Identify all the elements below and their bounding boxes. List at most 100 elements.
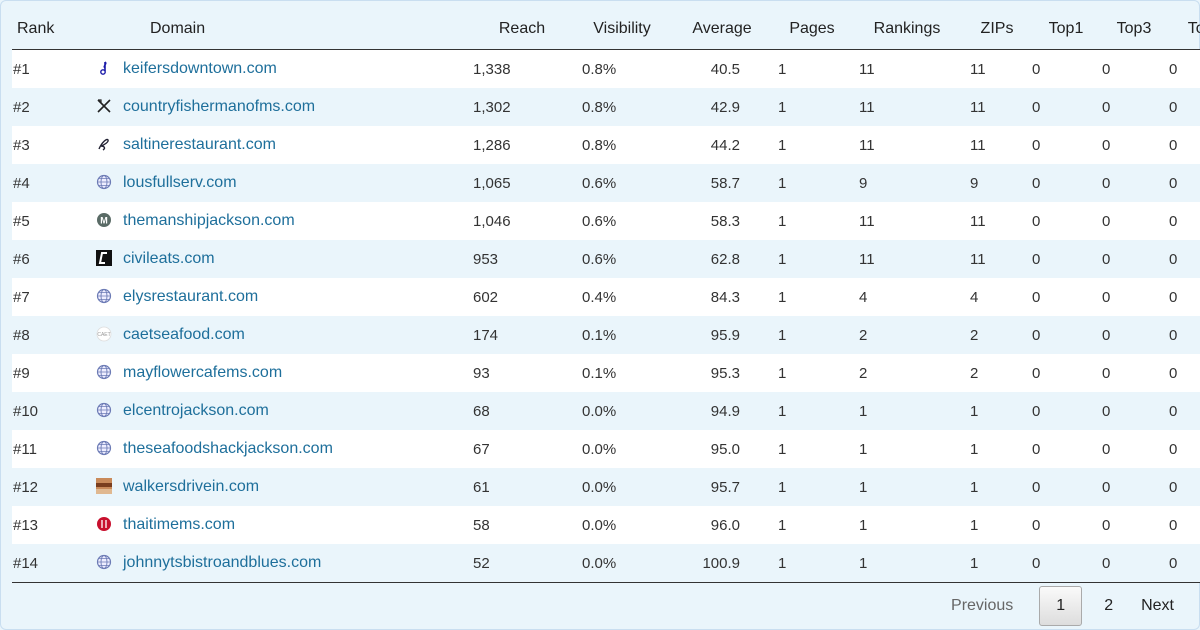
cell-top1: 0 [1032, 164, 1100, 202]
column-header-rank[interactable]: Rank [12, 9, 94, 50]
cell-average: 84.3 [672, 278, 772, 316]
cell-zips: 11 [962, 240, 1032, 278]
table-row: #1 keifersdowntown.com 1,338 0.8% 40.5 1 11 11 0… [12, 49, 1200, 88]
cell-rank: #6 [12, 240, 94, 278]
cell-domain: countryfishermanofms.com [94, 88, 472, 126]
cell-top10: 0 [1168, 430, 1200, 468]
cell-top10: 0 [1168, 240, 1200, 278]
cell-pages: 1 [772, 278, 852, 316]
cell-average: 100.9 [672, 544, 772, 583]
domain-link[interactable]: saltinerestaurant.com [123, 136, 276, 154]
cell-visibility: 0.0% [572, 506, 672, 544]
cell-zips: 9 [962, 164, 1032, 202]
cell-zips: 2 [962, 316, 1032, 354]
caet-logo-icon: CAET [96, 326, 112, 342]
cell-rankings: 1 [852, 430, 962, 468]
column-header-top10[interactable]: Top10 [1168, 9, 1200, 50]
cell-top10: 0 [1168, 49, 1200, 88]
domain-link[interactable]: lousfullserv.com [123, 174, 237, 192]
cell-top1: 0 [1032, 49, 1100, 88]
cell-top1: 0 [1032, 468, 1100, 506]
cell-pages: 1 [772, 126, 852, 164]
cell-reach: 174 [472, 316, 572, 354]
cell-rankings: 1 [852, 544, 962, 583]
column-header-top3[interactable]: Top3 [1100, 9, 1168, 50]
column-header-top1[interactable]: Top1 [1032, 9, 1100, 50]
column-header-zips[interactable]: ZIPs [962, 9, 1032, 50]
cell-reach: 1,302 [472, 88, 572, 126]
previous-page-button[interactable]: Previous [951, 597, 1014, 614]
cell-average: 58.7 [672, 164, 772, 202]
globe-icon [96, 288, 112, 304]
cell-pages: 1 [772, 506, 852, 544]
domain-link[interactable]: mayflowercafems.com [123, 364, 283, 382]
cell-average: 94.9 [672, 392, 772, 430]
next-page-button[interactable]: Next [1141, 597, 1174, 614]
domain-link[interactable]: caetseafood.com [123, 326, 245, 344]
cell-reach: 953 [472, 240, 572, 278]
cell-zips: 2 [962, 354, 1032, 392]
pagination: Previous 1 2 Next [937, 586, 1188, 626]
cell-rankings: 11 [852, 202, 962, 240]
cell-top1: 0 [1032, 506, 1100, 544]
cell-top1: 0 [1032, 430, 1100, 468]
domain-link[interactable]: countryfishermanofms.com [123, 98, 316, 116]
cell-rankings: 1 [852, 392, 962, 430]
domain-link[interactable]: walkersdrivein.com [123, 478, 260, 496]
table-row: #4 lousfullserv.com 1,065 0.6% 58.7 1 9 9 0 0 0 [12, 164, 1200, 202]
cell-rank: #2 [12, 88, 94, 126]
cell-top10: 0 [1168, 468, 1200, 506]
cell-average: 95.0 [672, 430, 772, 468]
column-header-average[interactable]: Average [672, 9, 772, 50]
cell-visibility: 0.8% [572, 126, 672, 164]
cell-rank: #9 [12, 354, 94, 392]
cell-top3: 0 [1100, 49, 1168, 88]
column-header-visibility[interactable]: Visibility [572, 9, 672, 50]
cell-pages: 1 [772, 354, 852, 392]
domain-link[interactable]: elysrestaurant.com [123, 288, 259, 306]
photo-thumbnail-icon [96, 478, 112, 495]
svg-text:M: M [100, 216, 108, 226]
cell-rankings: 11 [852, 240, 962, 278]
cell-domain: saltinerestaurant.com [94, 126, 472, 164]
cell-zips: 1 [962, 468, 1032, 506]
cell-average: 95.7 [672, 468, 772, 506]
cell-domain: elysrestaurant.com [94, 278, 472, 316]
cell-average: 62.8 [672, 240, 772, 278]
domain-link[interactable]: civileats.com [123, 250, 215, 268]
cell-top10: 0 [1168, 202, 1200, 240]
page-button-2[interactable]: 2 [1104, 597, 1114, 614]
domain-ranking-table: Rank Domain Reach Visibility Average Pag… [12, 9, 1200, 583]
page-button-1[interactable]: 1 [1039, 586, 1083, 626]
cell-rank: #10 [12, 392, 94, 430]
column-header-domain[interactable]: Domain [94, 9, 472, 50]
domain-link[interactable]: thaitimems.com [123, 516, 236, 534]
cell-top1: 0 [1032, 240, 1100, 278]
column-header-pages[interactable]: Pages [772, 9, 852, 50]
cell-average: 96.0 [672, 506, 772, 544]
cell-domain: walkersdrivein.com [94, 468, 472, 506]
cell-rank: #1 [12, 49, 94, 88]
cell-zips: 11 [962, 202, 1032, 240]
column-header-rankings[interactable]: Rankings [852, 9, 962, 50]
cell-top10: 0 [1168, 506, 1200, 544]
domain-link[interactable]: keifersdowntown.com [123, 60, 277, 78]
cell-reach: 58 [472, 506, 572, 544]
cell-reach: 602 [472, 278, 572, 316]
domain-link[interactable]: johnnytsbistroandblues.com [123, 554, 322, 572]
cell-average: 44.2 [672, 126, 772, 164]
domain-link[interactable]: themanshipjackson.com [123, 212, 295, 230]
domain-link[interactable]: theseafoodshackjackson.com [123, 440, 333, 458]
cell-rank: #12 [12, 468, 94, 506]
globe-icon [96, 364, 112, 380]
table-row: #9 mayflowercafems.com 93 0.1% 95.3 1 2 2 0 0 0 [12, 354, 1200, 392]
domain-link[interactable]: elcentrojackson.com [123, 402, 269, 420]
cell-rank: #7 [12, 278, 94, 316]
cell-visibility: 0.6% [572, 164, 672, 202]
table-row: #3 saltinerestaurant.com 1,286 0.8% 44.2 1 11 1… [12, 126, 1200, 164]
cell-top1: 0 [1032, 544, 1100, 583]
column-header-reach[interactable]: Reach [472, 9, 572, 50]
cell-visibility: 0.1% [572, 354, 672, 392]
script-logo-icon [96, 136, 112, 152]
